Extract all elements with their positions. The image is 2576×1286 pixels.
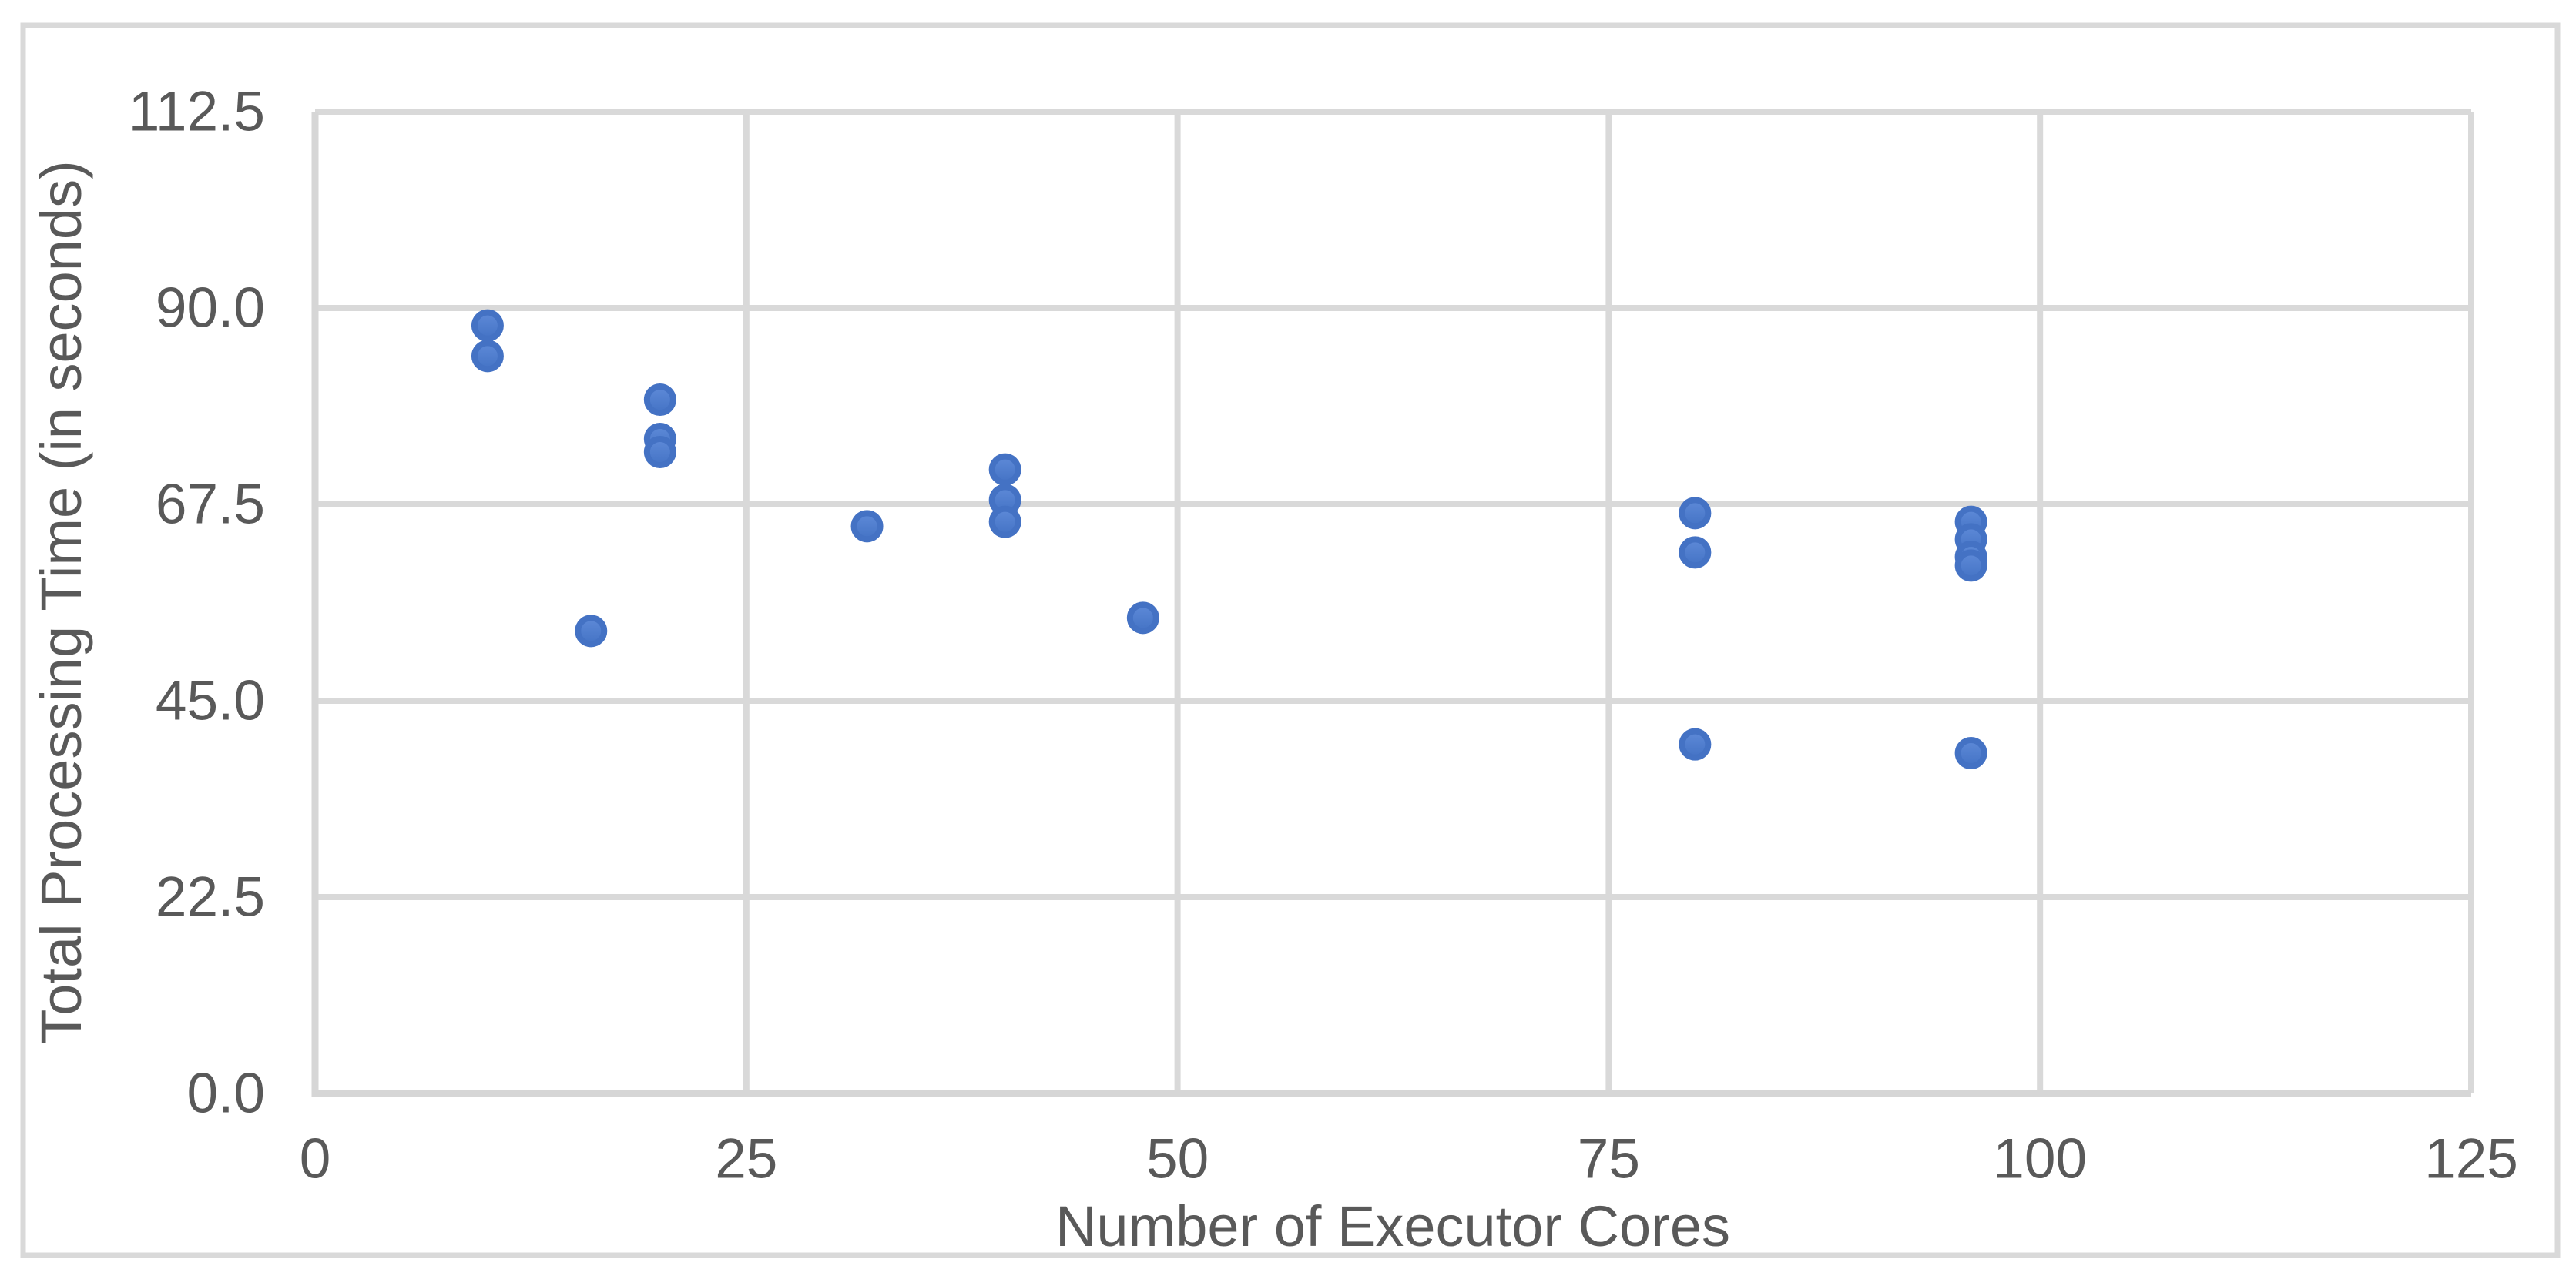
y-tick-label: 45.0	[156, 670, 265, 732]
data-point	[1679, 536, 1712, 569]
y-tick-label: 90.0	[156, 277, 265, 340]
tick-labels: 0 25 50 75 100 125 0.0 22.5 45.0 67.5 90.0 112.5	[129, 81, 2518, 1191]
y-axis-title: Total Processing Time (in seconds)	[29, 160, 93, 1043]
x-tick-label: 0	[300, 1128, 331, 1191]
data-point	[471, 309, 504, 342]
x-tick-label: 75	[1578, 1128, 1640, 1191]
data-point	[643, 383, 676, 416]
x-tick-label: 100	[1993, 1128, 2087, 1191]
data-point	[988, 505, 1021, 538]
data-point	[643, 436, 676, 468]
figure-border	[20, 22, 2561, 1258]
data-point	[1679, 728, 1712, 761]
data-point	[988, 453, 1021, 486]
y-tick-label: 67.5	[156, 474, 265, 536]
x-tick-label: 25	[715, 1128, 777, 1191]
y-tick-label: 0.0	[187, 1063, 265, 1125]
data-point	[575, 615, 608, 648]
x-tick-label: 50	[1146, 1128, 1209, 1191]
data-point	[1679, 497, 1712, 530]
data-point	[471, 340, 504, 373]
data-points	[471, 309, 1987, 769]
data-point	[1954, 549, 1987, 582]
y-tick-label: 112.5	[129, 81, 265, 143]
data-point	[1954, 737, 1987, 769]
x-axis-title: Number of Executor Cores	[1055, 1194, 1730, 1258]
y-tick-label: 22.5	[156, 866, 265, 929]
gridlines	[312, 109, 2474, 1097]
data-point	[1126, 601, 1159, 635]
axes	[311, 112, 2471, 1097]
data-point	[850, 510, 884, 543]
x-tick-label: 125	[2424, 1128, 2518, 1191]
